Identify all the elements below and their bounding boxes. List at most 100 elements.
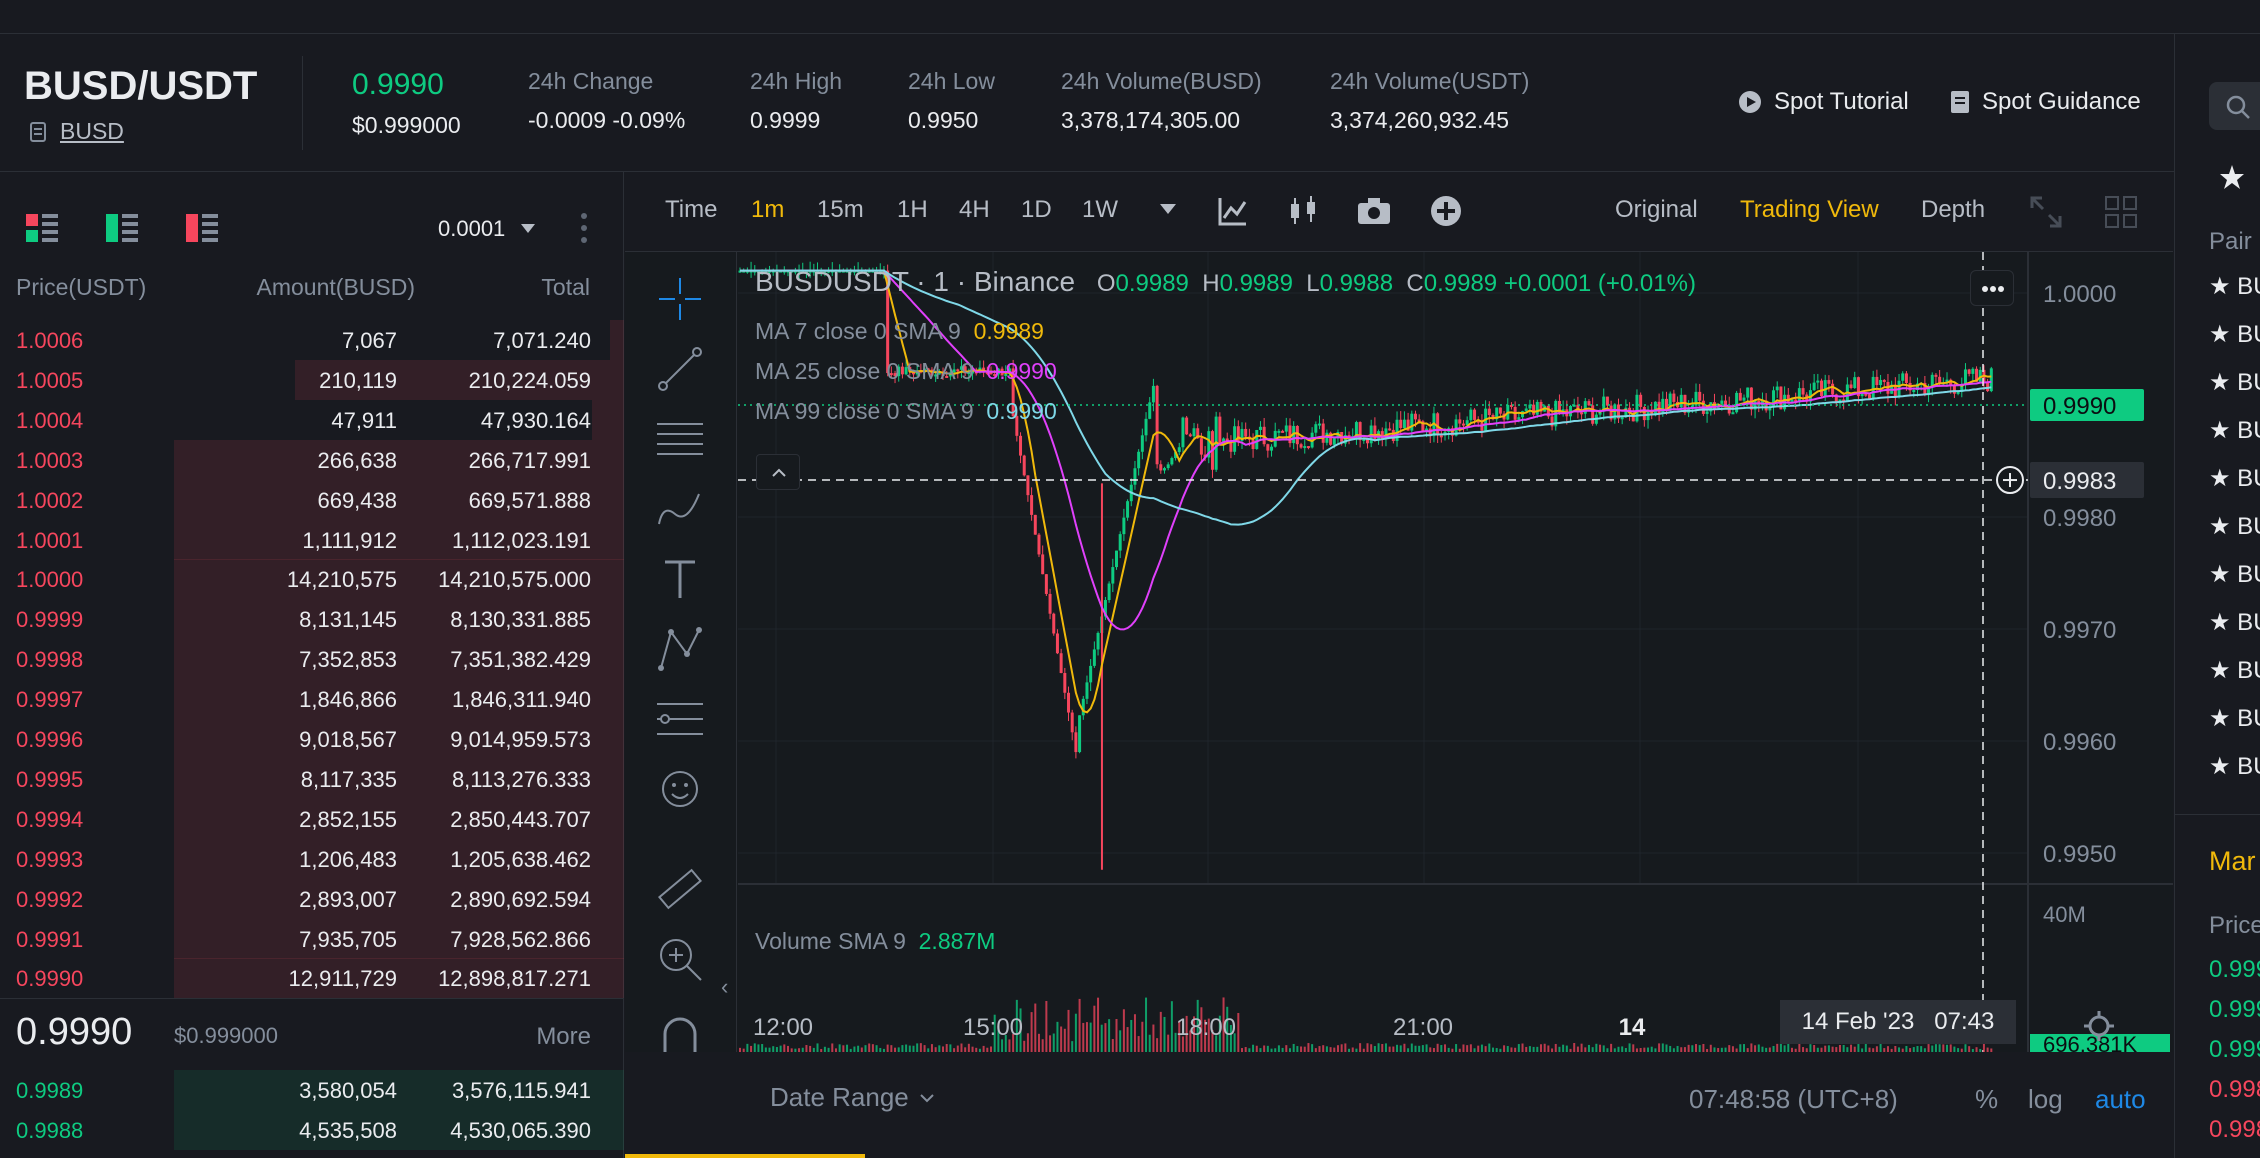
brush-icon[interactable] [655, 484, 705, 534]
scale-log-button[interactable]: log [2028, 1084, 2063, 1114]
text-icon[interactable] [655, 554, 705, 604]
more-link[interactable]: More [536, 1023, 591, 1050]
ask-row[interactable]: 0.9992 2,893,007 2,890,692.594 [0, 878, 624, 919]
ask-row[interactable]: 1.0002 669,438 669,571.888 [0, 479, 624, 520]
ask-row[interactable]: 0.9990 12,911,729 12,898,817.271 [0, 958, 624, 999]
scale-percent-button[interactable]: % [1975, 1084, 1999, 1114]
market-trades-tab[interactable]: Mar [2209, 846, 2256, 876]
ask-row[interactable]: 0.9999 8,131,145 8,130,331.885 [0, 599, 624, 640]
collapse-legend-button[interactable] [756, 454, 800, 490]
interval-1m[interactable]: 1m [751, 196, 785, 223]
add-circle-icon[interactable] [1430, 195, 1462, 227]
ask-row[interactable]: 1.0001 1,111,912 1,112,023.191 [0, 519, 624, 560]
grid-layout-icon[interactable] [2105, 196, 2137, 228]
interval-time[interactable]: Time [665, 196, 718, 223]
view-original[interactable]: Original [1615, 196, 1698, 223]
chart-canvas[interactable]: 1.0000 0.9980 0.9970 0.9960 0.9950 0.9990 0.99… [738, 252, 2173, 1057]
pair-row[interactable]: ★ BU [2209, 321, 2260, 348]
price-chart[interactable]: 1.0000 0.9980 0.9970 0.9960 0.9950 0.9990 0.99… [738, 252, 2173, 1057]
interval-15m[interactable]: 15m [817, 196, 864, 223]
pair-row[interactable]: ★ BU [2209, 705, 2260, 732]
precision-value[interactable]: 0.0001 [438, 216, 506, 241]
interval-4h[interactable]: 4H [959, 196, 990, 223]
horizontal-lines-icon[interactable] [655, 414, 705, 464]
more-vertical-icon[interactable] [580, 212, 588, 244]
indicators-icon[interactable] [1218, 196, 1248, 226]
book-asks-icon[interactable] [186, 212, 218, 244]
pattern-icon[interactable] [655, 624, 705, 674]
ask-row[interactable]: 0.9991 7,935,705 7,928,562.866 [0, 918, 624, 959]
pair-row[interactable]: ★ BU [2209, 273, 2260, 300]
pair-row[interactable]: ★ BU [2209, 609, 2260, 636]
base-asset-label[interactable]: BUSD [60, 118, 124, 144]
pair-row[interactable]: ★ BU [2209, 657, 2260, 684]
chart-more-button[interactable] [1970, 270, 2014, 306]
pair-row[interactable]: ★ BU [2209, 513, 2260, 540]
volume-bar [1204, 1019, 1207, 1052]
fullscreen-icon[interactable] [2030, 196, 2062, 228]
pair-search-input[interactable] [2209, 82, 2260, 130]
stat-24h-low: 24h Low 0.9950 [908, 68, 995, 134]
volume-bar [1462, 1044, 1465, 1052]
fib-icon[interactable] [655, 694, 705, 744]
ask-row[interactable]: 1.0006 7,067 7,071.240 [0, 320, 624, 360]
interval-1d[interactable]: 1D [1021, 196, 1052, 223]
volume-bar [1982, 1043, 1985, 1052]
interval-1h[interactable]: 1H [897, 196, 928, 223]
spot-guidance-label[interactable]: Spot Guidance [1982, 88, 2141, 115]
ruler-icon[interactable] [655, 864, 705, 914]
bid-row[interactable]: 0.9989 3,580,054 3,576,115.941 [0, 1070, 624, 1110]
volume-bar [1104, 1023, 1107, 1052]
volume-bar [1429, 1047, 1432, 1052]
favorites-star-icon[interactable] [2219, 164, 2245, 190]
trend-line-icon[interactable] [655, 344, 705, 394]
camera-icon[interactable] [1358, 198, 1390, 224]
ask-row[interactable]: 1.0000 14,210,575 14,210,575.000 [0, 559, 624, 600]
spot-tutorial-label[interactable]: Spot Tutorial [1774, 88, 1909, 115]
ask-row[interactable]: 0.9998 7,352,853 7,351,382.429 [0, 639, 624, 680]
emoji-icon[interactable] [655, 764, 705, 814]
spot-guidance-link[interactable]: Spot Guidance [1950, 88, 2141, 116]
pair-row[interactable]: ★ BU [2209, 369, 2260, 396]
book-bids-icon[interactable] [106, 212, 138, 244]
pair-row[interactable]: ★ BU [2209, 561, 2260, 588]
ask-row[interactable]: 0.9997 1,846,866 1,846,311.940 [0, 679, 624, 720]
pair-row[interactable]: ★ BU [2209, 465, 2260, 492]
interval-1w[interactable]: 1W [1082, 196, 1118, 223]
bid-row[interactable]: 0.9988 4,535,508 4,530,065.390 [0, 1110, 624, 1150]
volume-bar [1407, 1048, 1410, 1052]
date-range-dropdown[interactable]: Date Range [770, 1082, 935, 1113]
precision-select[interactable]: 0.0001 [438, 216, 536, 242]
pair-row[interactable]: ★ BU [2209, 417, 2260, 444]
ask-row[interactable]: 0.9996 9,018,567 9,014,959.573 [0, 719, 624, 759]
volume-bar [1802, 1047, 1805, 1052]
interval-dropdown-icon[interactable] [1160, 204, 1176, 216]
book-both-icon[interactable] [26, 212, 58, 244]
date-range-label[interactable]: Date Range [770, 1082, 909, 1112]
view-trading-view[interactable]: Trading View [1740, 196, 1879, 223]
volume-bar [1971, 1048, 1974, 1052]
candle-body [1749, 387, 1753, 410]
magnet-icon[interactable] [655, 1012, 705, 1062]
crosshair-icon[interactable] [655, 274, 705, 324]
ask-row[interactable]: 0.9993 1,206,483 1,205,638.462 [0, 838, 624, 879]
candles-icon[interactable] [1287, 196, 1319, 226]
volume-bar [1953, 1046, 1956, 1052]
ask-row[interactable]: 0.9995 8,117,335 8,113,276.333 [0, 758, 624, 799]
chart-settings-icon[interactable] [2083, 1010, 2115, 1042]
zoom-in-icon[interactable] [655, 934, 705, 984]
scale-auto-button[interactable]: auto [2095, 1084, 2146, 1114]
ask-row[interactable]: 1.0004 47,911 47,930.164 [0, 399, 624, 440]
ask-row[interactable]: 0.9994 2,852,155 2,850,443.707 [0, 798, 624, 839]
spot-tutorial-link[interactable]: Spot Tutorial [1738, 88, 1909, 116]
scroll-left-icon[interactable]: ‹ [721, 974, 729, 999]
volume-bar [1085, 1022, 1088, 1052]
pair-row[interactable]: ★ BU [2209, 753, 2260, 780]
base-asset-link[interactable]: BUSD [30, 118, 124, 145]
ask-row[interactable]: 1.0005 210,119 210,224.059 [0, 359, 624, 400]
view-depth[interactable]: Depth [1921, 196, 1986, 223]
row-total: 1,846,311.940 [451, 687, 591, 713]
ask-row[interactable]: 1.0003 266,638 266,717.991 [0, 439, 624, 480]
candle-body [1661, 398, 1665, 414]
candle-body [1052, 613, 1056, 634]
